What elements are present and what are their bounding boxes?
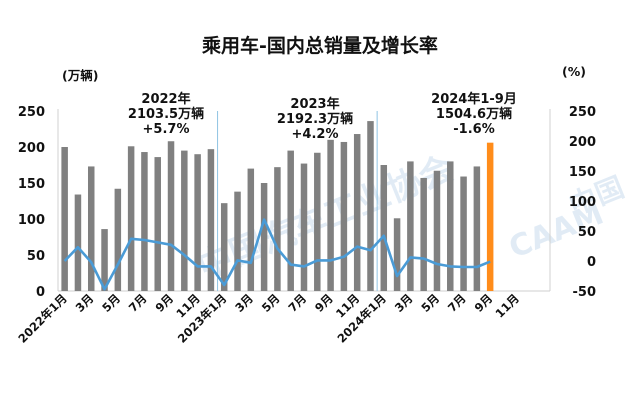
sales-bar [327, 139, 334, 291]
right-tick-label: 50 [578, 225, 596, 240]
sales-bar [287, 150, 294, 291]
annotation-line: 2022年 [141, 91, 190, 107]
x-tick-label: 7月 [126, 291, 150, 315]
left-axis-unit: (万辆) [62, 68, 98, 83]
sales-bar [447, 161, 454, 291]
sales-bar [167, 141, 175, 291]
sales-bar [486, 142, 494, 291]
sales-bar [61, 147, 68, 291]
sales-bar [407, 161, 414, 291]
sales-bar [141, 152, 148, 291]
annotation-line: 2103.5万辆 [128, 106, 204, 122]
growth-line-series [63, 218, 491, 291]
right-axis-unit: (%) [562, 64, 586, 79]
x-tick-label: 3月 [232, 291, 256, 315]
left-tick-label: 250 [18, 105, 45, 120]
left-tick-label: 0 [36, 285, 45, 300]
left-tick-label: 50 [27, 249, 45, 264]
annotation-line: 2023年 [290, 96, 339, 112]
right-tick-label: 150 [569, 165, 596, 180]
annotation-line: +4.2% [292, 127, 339, 142]
sales-bar [87, 166, 95, 291]
sales-bar [247, 168, 255, 291]
growth-line [63, 218, 491, 291]
sales-bar [380, 165, 388, 291]
sales-bar [314, 152, 321, 291]
x-tick-label: 11月 [493, 291, 522, 320]
x-tick-label: 9月 [152, 291, 176, 315]
left-tick-label: 150 [18, 177, 45, 192]
right-tick-label: 100 [569, 195, 596, 210]
right-tick-label: 0 [587, 255, 596, 270]
sales-bar [460, 176, 467, 291]
sales-bar [420, 177, 427, 291]
x-tick-label: 9月 [312, 291, 336, 315]
sales-bar [181, 150, 188, 291]
left-tick-label: 100 [18, 213, 45, 228]
annotation-line: 1504.6万辆 [436, 106, 512, 122]
sales-bar [234, 191, 241, 291]
sales-bar [114, 188, 122, 291]
sales-bar [260, 183, 268, 291]
x-tick-label: 7月 [445, 291, 469, 315]
x-tick-label: 7月 [285, 291, 309, 315]
x-tick-label: 9月 [472, 291, 496, 315]
chart-title: 乘用车-国内总销量及增长率 [201, 34, 438, 57]
right-tick-label: 200 [569, 135, 596, 150]
annotation-line: 2024年1-9月 [431, 91, 517, 107]
sales-bar [154, 157, 161, 291]
sales-bar [101, 229, 108, 291]
annotation-line: -1.6% [453, 122, 494, 137]
annotation-line: 2192.3万辆 [277, 111, 353, 127]
sales-bar [194, 154, 201, 291]
sales-bar [393, 218, 401, 291]
sales-bar [433, 170, 441, 291]
right-tick-label: -50 [573, 285, 597, 300]
left-tick-label: 200 [18, 141, 45, 156]
bar-series [61, 121, 494, 291]
sales-bar [74, 194, 82, 291]
sales-bar [473, 166, 481, 291]
sales-bar [207, 149, 215, 291]
sales-bar [127, 146, 135, 291]
sales-bar [274, 167, 281, 291]
sales-bar [220, 203, 228, 291]
sales-bar [300, 163, 308, 291]
right-tick-label: 250 [569, 105, 596, 120]
annotation-line: +5.7% [143, 122, 190, 137]
sales-bar [340, 141, 348, 291]
svg-text:中国汽车工业协会: 中国汽车工业协会 [192, 148, 459, 287]
sales-bar [353, 134, 361, 291]
x-tick-label: 5月 [259, 291, 283, 315]
x-tick-label: 3月 [392, 291, 416, 315]
x-tick-label: 5月 [99, 291, 123, 315]
sales-bar [367, 121, 374, 291]
x-tick-label: 5月 [418, 291, 442, 315]
x-tick-label: 3月 [73, 291, 97, 315]
